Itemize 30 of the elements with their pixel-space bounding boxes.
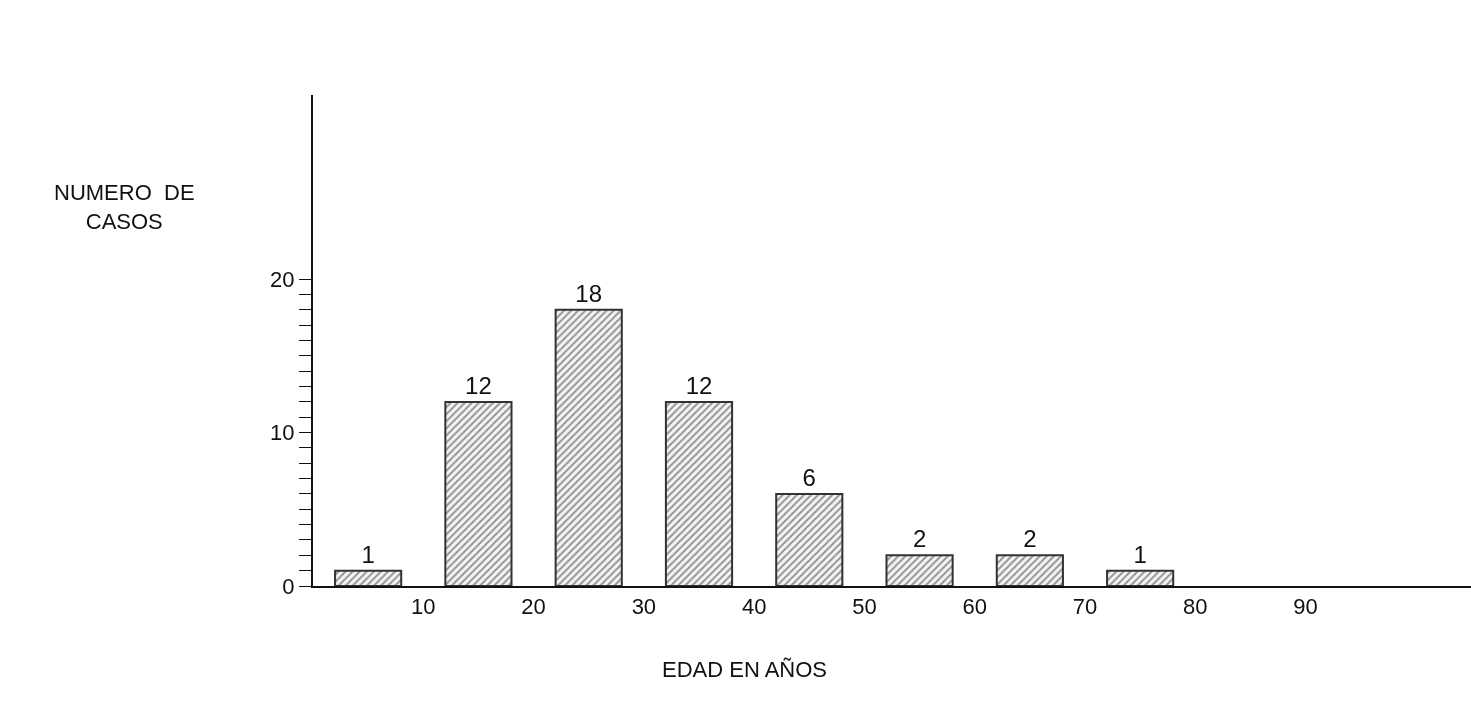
y-tick-label: 20 [270,266,295,292]
bar [1106,569,1175,586]
x-axis-title: EDAD EN AÑOS [662,657,828,682]
x-tick-label: 40 [741,594,767,620]
data-label: 2 [1023,525,1037,553]
data-label: 1 [1133,540,1147,568]
bar [554,308,623,586]
data-label: 18 [575,279,603,307]
x-tick-label: 20 [521,594,546,620]
y-tick-label: 0 [282,573,295,599]
bar [775,492,844,586]
data-label: 2 [912,525,927,553]
data-label: 12 [685,371,713,399]
y-axis-title: NUMERO DE CASOS [54,180,195,234]
data-label: 6 [802,463,816,491]
x-tick-label: 80 [1183,594,1208,620]
x-tick-label: 70 [1072,594,1098,620]
x-tick-label: 50 [852,594,877,620]
x-tick-label: 10 [411,594,436,620]
x-tick-label: 30 [631,594,657,620]
x-tick-label: 60 [962,594,987,620]
x-tick-label: 90 [1293,594,1318,620]
bar [995,554,1064,586]
bar [444,400,513,586]
data-label: 1 [361,540,375,568]
bar [334,569,403,586]
y-tick-label: 10 [270,420,295,446]
bar [885,554,954,586]
data-label: 12 [465,371,492,399]
bar [664,400,734,586]
